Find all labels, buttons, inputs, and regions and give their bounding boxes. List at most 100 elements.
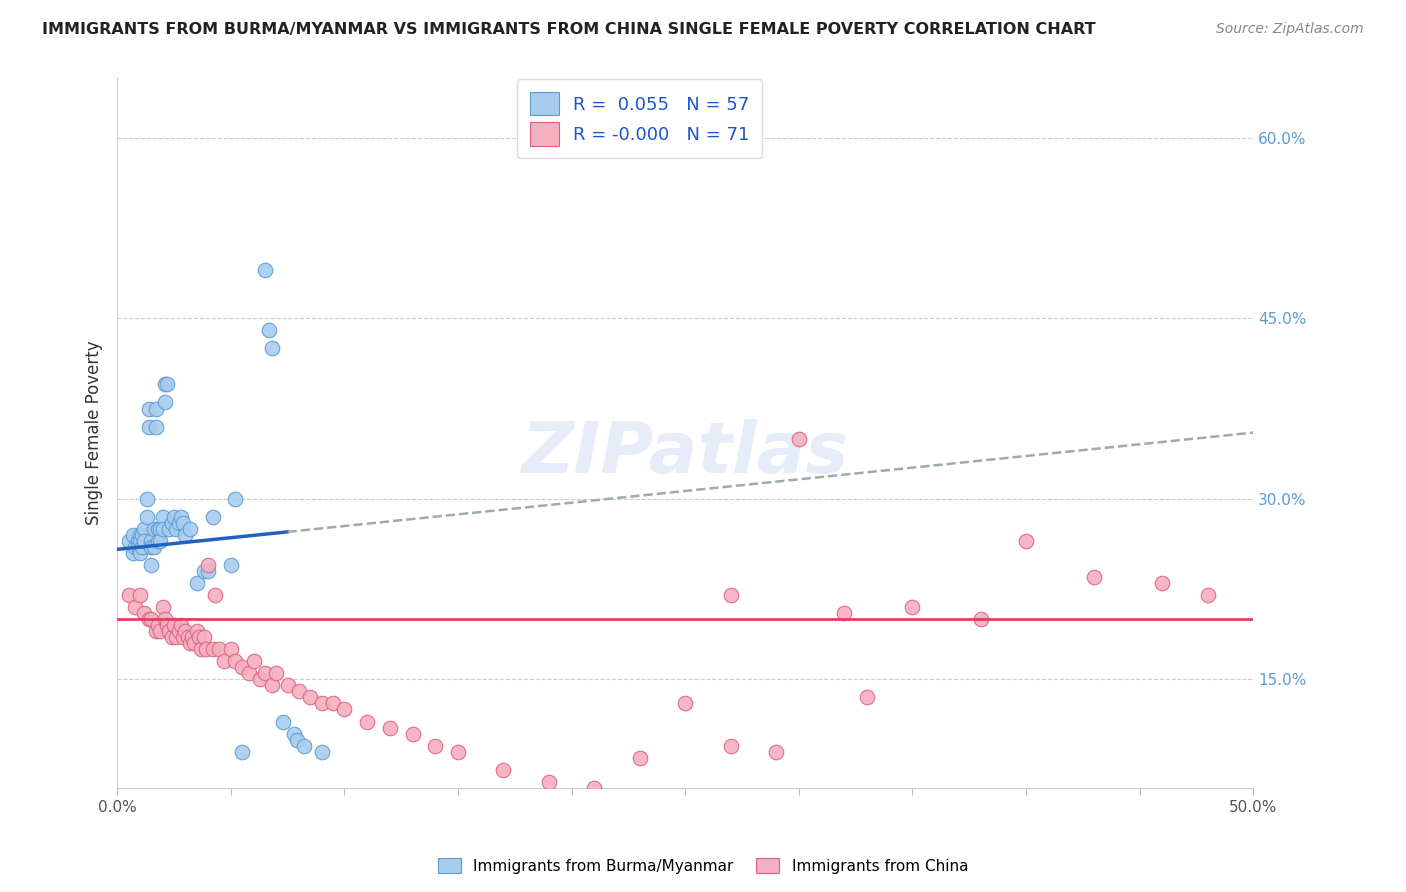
Point bbox=[172, 630, 194, 644]
Point bbox=[174, 528, 197, 542]
Point bbox=[167, 624, 190, 639]
Point bbox=[224, 654, 246, 668]
Point bbox=[117, 533, 139, 548]
Legend: R =  0.055   N = 57, R = -0.000   N = 71: R = 0.055 N = 57, R = -0.000 N = 71 bbox=[517, 79, 762, 158]
Point bbox=[122, 546, 145, 560]
Point bbox=[159, 624, 181, 639]
Point bbox=[673, 697, 696, 711]
Point bbox=[401, 726, 423, 740]
Point bbox=[152, 509, 174, 524]
Point bbox=[131, 540, 153, 554]
Point bbox=[197, 558, 219, 572]
Point bbox=[145, 419, 167, 434]
Point bbox=[260, 678, 283, 692]
Point bbox=[628, 750, 651, 764]
Point bbox=[197, 564, 219, 578]
Text: ZIPatlas: ZIPatlas bbox=[522, 419, 849, 489]
Point bbox=[167, 516, 190, 530]
Point bbox=[146, 618, 169, 632]
Point bbox=[259, 323, 281, 337]
Point bbox=[333, 702, 356, 716]
Y-axis label: Single Female Poverty: Single Female Poverty bbox=[86, 340, 103, 524]
Point bbox=[142, 540, 165, 554]
Point bbox=[129, 546, 152, 560]
Point bbox=[117, 588, 139, 602]
Point bbox=[253, 666, 276, 681]
Point bbox=[447, 745, 470, 759]
Point bbox=[583, 780, 606, 795]
Point bbox=[720, 739, 742, 753]
Point bbox=[253, 263, 276, 277]
Point bbox=[131, 528, 153, 542]
Point bbox=[179, 522, 201, 536]
Point bbox=[146, 533, 169, 548]
Point bbox=[311, 745, 333, 759]
Point bbox=[856, 690, 879, 705]
Point bbox=[135, 491, 157, 506]
Point bbox=[765, 745, 787, 759]
Point bbox=[537, 774, 560, 789]
Point bbox=[156, 618, 179, 632]
Point bbox=[152, 522, 174, 536]
Point bbox=[190, 642, 212, 657]
Point bbox=[183, 636, 205, 650]
Point bbox=[141, 533, 163, 548]
Point bbox=[219, 642, 242, 657]
Point bbox=[145, 401, 167, 416]
Point bbox=[160, 516, 183, 530]
Point bbox=[201, 642, 224, 657]
Point bbox=[127, 540, 149, 554]
Point bbox=[165, 522, 187, 536]
Point bbox=[322, 697, 344, 711]
Point bbox=[153, 377, 176, 392]
Text: IMMIGRANTS FROM BURMA/MYANMAR VS IMMIGRANTS FROM CHINA SINGLE FEMALE POVERTY COR: IMMIGRANTS FROM BURMA/MYANMAR VS IMMIGRA… bbox=[42, 22, 1095, 37]
Point bbox=[231, 745, 253, 759]
Point bbox=[129, 533, 152, 548]
Point bbox=[720, 588, 742, 602]
Point bbox=[1197, 588, 1219, 602]
Point bbox=[271, 714, 294, 729]
Point bbox=[134, 606, 156, 620]
Point bbox=[174, 624, 197, 639]
Point bbox=[1152, 576, 1174, 591]
Point bbox=[231, 660, 253, 674]
Text: Source: ZipAtlas.com: Source: ZipAtlas.com bbox=[1216, 22, 1364, 37]
Point bbox=[146, 522, 169, 536]
Point bbox=[201, 509, 224, 524]
Point bbox=[129, 528, 152, 542]
Point bbox=[141, 612, 163, 626]
Point bbox=[787, 432, 810, 446]
Point bbox=[176, 630, 198, 644]
Point bbox=[153, 612, 176, 626]
Point bbox=[901, 600, 924, 615]
Point bbox=[163, 509, 186, 524]
Point bbox=[156, 377, 179, 392]
Point bbox=[969, 612, 991, 626]
Point bbox=[1083, 570, 1105, 584]
Point bbox=[219, 558, 242, 572]
Point bbox=[163, 618, 186, 632]
Point bbox=[1015, 533, 1038, 548]
Point bbox=[127, 533, 149, 548]
Point bbox=[124, 540, 146, 554]
Point bbox=[277, 678, 299, 692]
Point bbox=[260, 341, 283, 355]
Point bbox=[299, 690, 322, 705]
Point bbox=[186, 576, 208, 591]
Point bbox=[149, 624, 172, 639]
Point bbox=[145, 624, 167, 639]
Point bbox=[249, 673, 271, 687]
Point bbox=[188, 630, 211, 644]
Point bbox=[285, 732, 308, 747]
Point bbox=[193, 630, 215, 644]
Point bbox=[124, 600, 146, 615]
Point bbox=[149, 522, 172, 536]
Point bbox=[288, 684, 311, 698]
Point bbox=[425, 739, 447, 753]
Point bbox=[311, 697, 333, 711]
Point bbox=[138, 612, 160, 626]
Point bbox=[283, 726, 305, 740]
Point bbox=[152, 600, 174, 615]
Point bbox=[204, 588, 226, 602]
Point bbox=[492, 763, 515, 777]
